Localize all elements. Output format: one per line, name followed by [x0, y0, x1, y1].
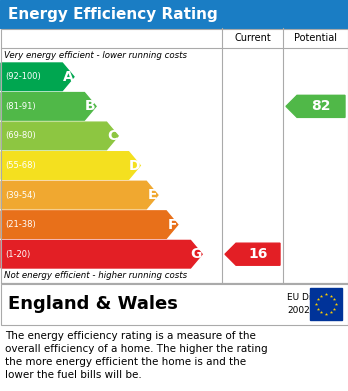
- Text: A: A: [63, 70, 73, 84]
- Text: C: C: [107, 129, 118, 143]
- Text: overall efficiency of a home. The higher the rating: overall efficiency of a home. The higher…: [5, 344, 268, 354]
- Text: B: B: [85, 99, 96, 113]
- Text: Energy Efficiency Rating: Energy Efficiency Rating: [8, 7, 218, 22]
- Polygon shape: [1, 240, 202, 268]
- Text: Very energy efficient - lower running costs: Very energy efficient - lower running co…: [4, 50, 187, 59]
- Bar: [310, 288, 342, 320]
- Polygon shape: [286, 95, 345, 117]
- Text: G: G: [191, 247, 202, 261]
- Bar: [0, 28, 348, 283]
- Text: lower the fuel bills will be.: lower the fuel bills will be.: [5, 370, 142, 380]
- Polygon shape: [1, 181, 158, 209]
- Text: The energy efficiency rating is a measure of the: The energy efficiency rating is a measur…: [5, 331, 256, 341]
- Polygon shape: [1, 63, 74, 91]
- Bar: [0, 283, 348, 325]
- Polygon shape: [1, 122, 118, 150]
- Bar: [0, 0, 348, 28]
- Text: (1-20): (1-20): [5, 250, 30, 259]
- Text: Current: Current: [234, 33, 271, 43]
- Text: (55-68): (55-68): [5, 161, 36, 170]
- Text: the more energy efficient the home is and the: the more energy efficient the home is an…: [5, 357, 246, 367]
- Text: D: D: [129, 158, 140, 172]
- Text: England & Wales: England & Wales: [8, 295, 178, 313]
- Text: (21-38): (21-38): [5, 220, 36, 229]
- Polygon shape: [1, 211, 178, 239]
- Text: E: E: [147, 188, 157, 202]
- Text: (81-91): (81-91): [5, 102, 35, 111]
- Polygon shape: [1, 152, 140, 179]
- Text: Not energy efficient - higher running costs: Not energy efficient - higher running co…: [4, 271, 187, 280]
- Text: Potential: Potential: [294, 33, 337, 43]
- Text: (39-54): (39-54): [5, 190, 35, 199]
- Text: 82: 82: [311, 99, 331, 113]
- Text: 16: 16: [248, 247, 268, 261]
- Bar: [0, 283, 348, 325]
- Polygon shape: [225, 243, 280, 265]
- Text: F: F: [167, 218, 177, 231]
- Text: (92-100): (92-100): [5, 72, 41, 81]
- Text: EU Directive
2002/91/EC: EU Directive 2002/91/EC: [287, 293, 343, 315]
- Polygon shape: [1, 93, 96, 120]
- Bar: [0, 29, 348, 283]
- Text: (69-80): (69-80): [5, 131, 36, 140]
